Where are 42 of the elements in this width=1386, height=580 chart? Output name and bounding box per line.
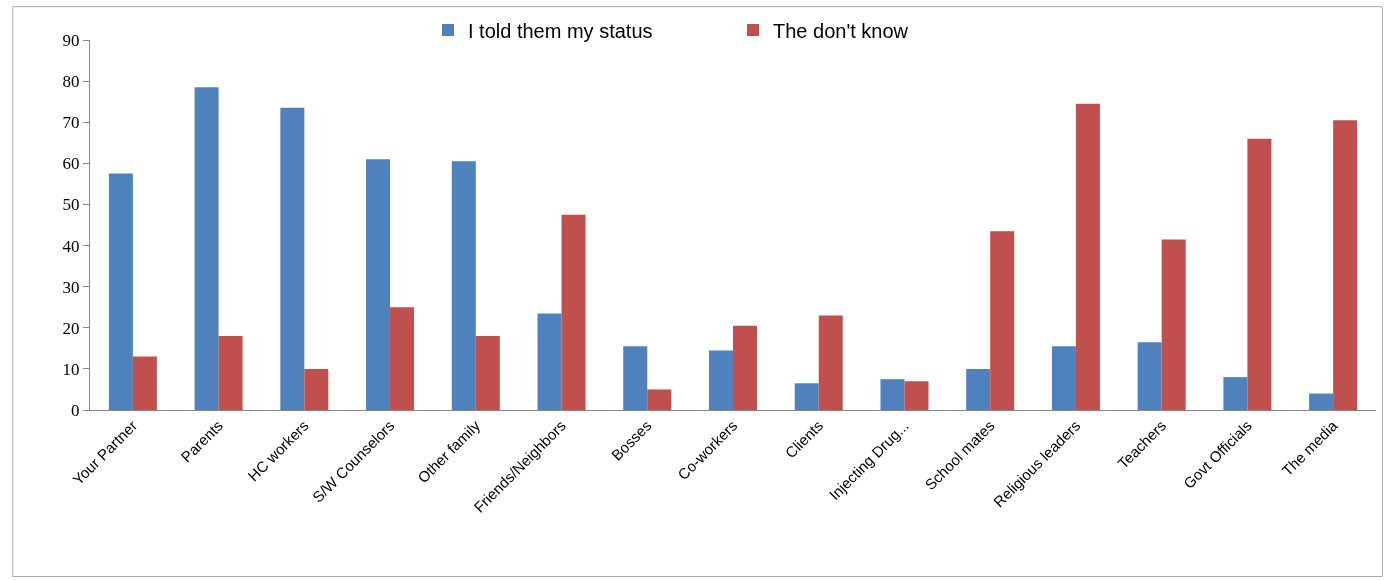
bar [537,313,562,410]
bar [1161,239,1186,410]
bar [647,389,672,410]
bar [1247,138,1272,410]
y-tick-label: 80 [62,72,80,92]
bar [880,379,905,410]
y-tick-label: 0 [71,400,80,420]
bar [904,381,929,410]
bar [561,214,586,410]
bar [194,87,219,410]
bar [1333,120,1358,410]
bar [818,315,843,410]
bar [623,346,648,410]
y-tick-label: 90 [62,30,80,50]
bar [132,356,157,410]
bar [475,336,500,410]
bar [794,383,819,410]
y-tick-label: 50 [62,195,80,215]
bar [304,368,329,410]
bar [108,173,133,410]
bar [1223,377,1248,410]
bar [1051,346,1076,410]
bar [366,159,391,410]
bar [218,336,243,410]
legend-label: The don't know [773,19,909,42]
y-tick-label: 40 [62,236,80,256]
y-tick-label: 20 [62,318,80,338]
y-tick-label: 70 [62,113,80,133]
bar [280,107,305,410]
bar [733,325,758,410]
bar [990,231,1015,410]
bar [451,161,476,410]
bar [966,368,991,410]
bar [1075,103,1100,410]
legend-label: I told them my status [468,19,653,42]
bar [1309,393,1334,410]
bar [1137,342,1162,410]
bar [708,350,733,410]
y-tick-label: 30 [62,277,80,297]
y-tick-label: 60 [62,154,80,174]
y-tick-label: 10 [62,359,80,379]
bar [390,307,415,410]
